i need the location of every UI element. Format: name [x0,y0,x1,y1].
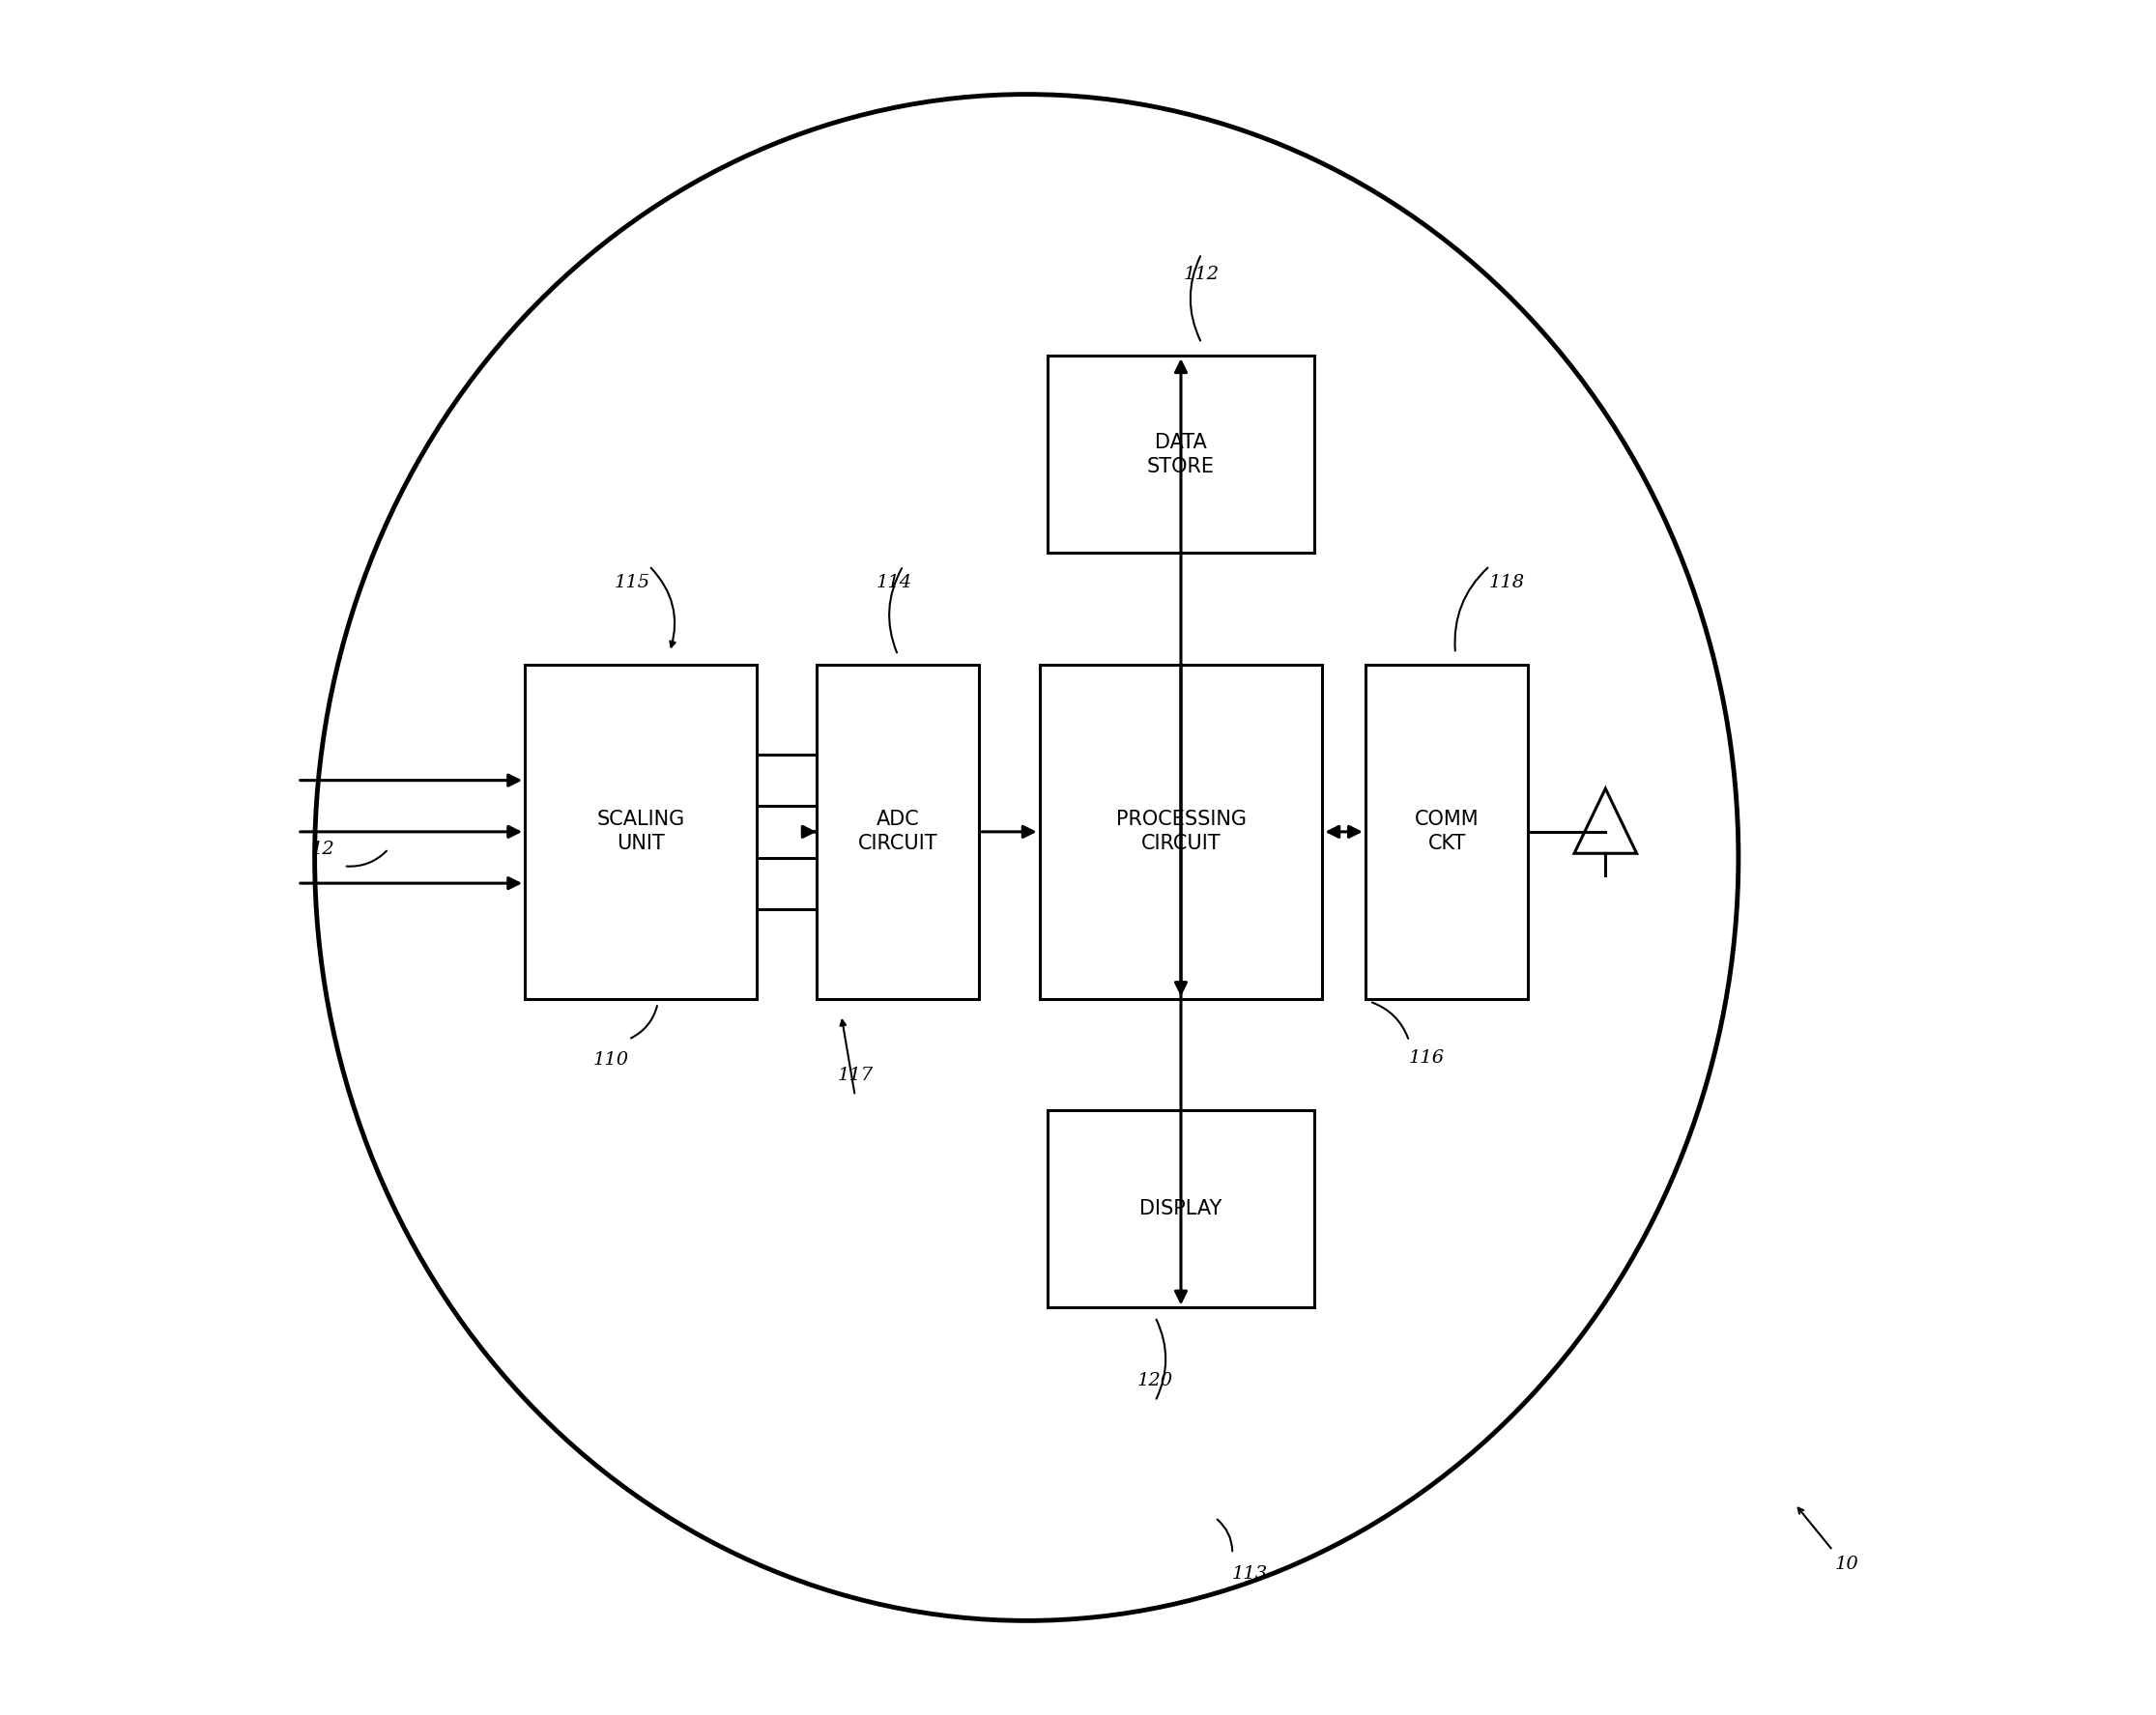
Text: 120: 120 [1136,1372,1173,1389]
Text: PROCESSING
CIRCUIT: PROCESSING CIRCUIT [1115,809,1246,854]
Text: 115: 115 [614,575,649,592]
FancyBboxPatch shape [524,664,757,998]
Text: ADC
CIRCUIT: ADC CIRCUIT [858,809,938,854]
Text: DISPLAY: DISPLAY [1141,1199,1222,1219]
Text: 110: 110 [593,1051,630,1068]
FancyBboxPatch shape [1048,355,1313,552]
FancyBboxPatch shape [1048,1111,1313,1307]
Text: 113: 113 [1231,1566,1268,1583]
Text: COMM
CKT: COMM CKT [1414,809,1479,854]
Text: 116: 116 [1408,1050,1445,1067]
Text: DATA
STORE: DATA STORE [1147,432,1214,477]
FancyBboxPatch shape [1365,664,1529,998]
Text: SCALING
UNIT: SCALING UNIT [597,809,686,854]
FancyBboxPatch shape [817,664,979,998]
Text: 114: 114 [877,575,912,592]
Text: 112: 112 [1184,266,1220,283]
FancyBboxPatch shape [1039,664,1322,998]
Text: 12: 12 [310,840,334,858]
Text: 117: 117 [837,1067,873,1084]
Text: 118: 118 [1490,575,1524,592]
Text: 10: 10 [1835,1556,1858,1573]
